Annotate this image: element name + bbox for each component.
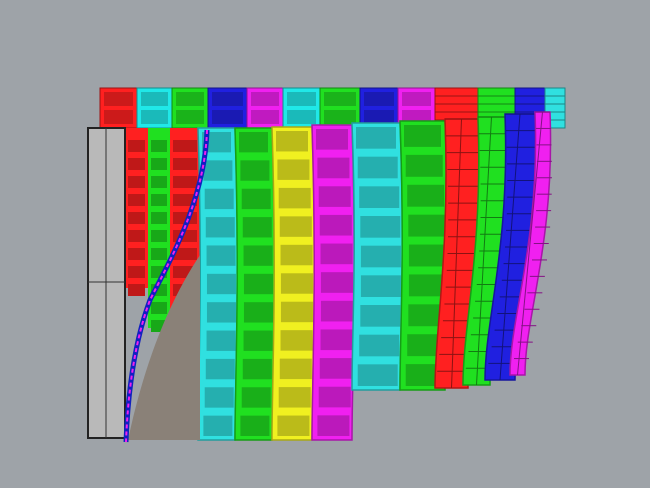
panel-tile [359, 186, 400, 208]
panel-tile [405, 364, 443, 386]
front-panel-column [351, 122, 403, 391]
panel-tile [206, 245, 236, 266]
back-panel-row [99, 87, 566, 129]
panel-tile [407, 334, 445, 357]
panel-tile [279, 216, 312, 237]
panel-tile [203, 415, 233, 436]
panel-tile [360, 245, 401, 268]
panel-tile [360, 305, 401, 327]
panel-tile [241, 188, 271, 210]
panel-tile [357, 156, 398, 179]
panel-tile [360, 275, 401, 297]
panel-tile [204, 387, 234, 408]
front-panel-column [197, 127, 238, 441]
panel-tile [203, 160, 233, 181]
panel-tile [276, 131, 308, 152]
back-panel [359, 87, 399, 129]
front-panel-column [234, 127, 275, 441]
panel-tile [240, 160, 270, 181]
panel-tile [408, 274, 446, 297]
panel-tile [360, 216, 401, 238]
panel-tile [320, 272, 353, 293]
panel-tile [280, 244, 313, 266]
panel-tile [318, 386, 351, 408]
panel-tile [205, 217, 235, 238]
panel-tile [280, 273, 313, 294]
panel-tile [241, 387, 271, 408]
side-box [87, 127, 126, 439]
panel-tile [320, 243, 353, 265]
front-panel-column [509, 111, 552, 376]
panel-tile [242, 358, 272, 380]
panel-tile [278, 187, 311, 209]
panel-tile [359, 334, 400, 357]
panel-tile [204, 188, 234, 210]
panel-tile [280, 301, 313, 323]
panel-tile [242, 217, 272, 238]
panel-tile [317, 415, 350, 436]
panel-tile [320, 300, 353, 322]
panel-tile [320, 329, 353, 351]
panel-tile [407, 184, 445, 207]
back-panel [99, 87, 138, 129]
panel-tile [357, 364, 398, 386]
back-panel [171, 87, 209, 129]
panel-tile [243, 245, 273, 266]
panel-tile [408, 214, 446, 237]
panel-tile [317, 157, 350, 179]
panel-tile [278, 387, 311, 408]
back-panel [319, 87, 361, 129]
panel-tile [206, 330, 236, 351]
panel-tile [408, 304, 446, 327]
panel-tile [243, 302, 273, 323]
panel-tile [319, 358, 352, 379]
left-strip-column [125, 128, 148, 296]
panel-tile [316, 129, 348, 150]
panel-tile [280, 330, 313, 351]
edge-curve-highlight [125, 129, 208, 443]
panel-tile [240, 415, 270, 436]
panel-tile [206, 302, 236, 323]
back-panel [246, 87, 284, 129]
back-panel [282, 87, 321, 129]
panel-tile [277, 415, 310, 436]
panel-tile [408, 244, 446, 267]
left-strip-column [148, 128, 170, 332]
front-panel-column [311, 124, 355, 441]
panel-tile [318, 186, 351, 207]
panel-tile [404, 125, 441, 147]
panel-tile [279, 358, 312, 380]
front-panel-column [271, 126, 315, 441]
shadow-wedge [128, 255, 200, 440]
panel-tile [243, 273, 273, 295]
panel-tile [356, 127, 396, 149]
panel-tile [202, 132, 231, 153]
panel-tile [206, 273, 236, 295]
panel-tile [277, 159, 310, 180]
front-panel-column [462, 116, 508, 386]
front-panel-column [399, 120, 448, 391]
back-panel [136, 87, 173, 129]
panel-tile [239, 132, 268, 153]
front-panel-columns [197, 111, 552, 441]
back-panel [207, 87, 248, 129]
panel-tile [319, 214, 352, 236]
panel-tile [405, 154, 443, 177]
panel-tile [243, 330, 273, 351]
front-panel-column [484, 113, 538, 381]
panel-tile [205, 358, 235, 380]
